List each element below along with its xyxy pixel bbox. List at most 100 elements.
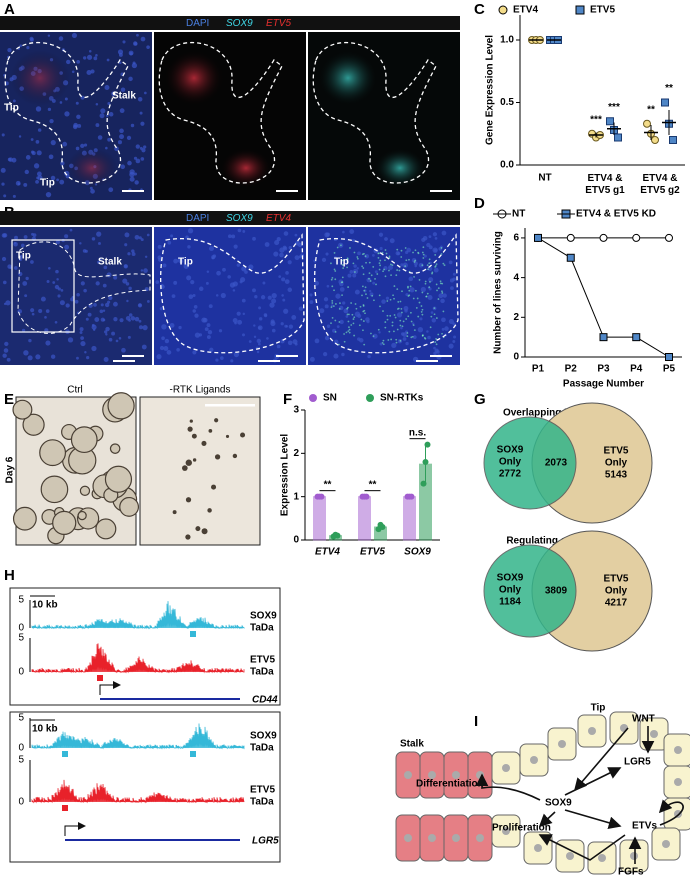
signal — [372, 335, 375, 338]
track-tick: 0 — [18, 623, 24, 634]
nucleus — [271, 328, 276, 333]
nucleus — [130, 316, 136, 321]
gene-name: CD44 — [252, 695, 278, 706]
signal — [368, 261, 371, 264]
signal — [384, 275, 387, 278]
nucleus — [333, 353, 339, 359]
nucleus — [67, 337, 74, 343]
track-box — [9, 587, 281, 706]
nucleus — [292, 339, 298, 345]
node: Tip — [591, 703, 606, 714]
nucleus — [55, 269, 59, 274]
organoid — [201, 528, 208, 535]
signal — [347, 330, 350, 332]
y-tick-label: 0.5 — [500, 97, 514, 108]
signal — [394, 316, 397, 319]
venn-count: 2772 — [499, 469, 522, 480]
scale-bar — [276, 355, 298, 357]
signal — [348, 331, 351, 334]
signal — [435, 283, 438, 286]
nucleus — [83, 288, 87, 293]
nucleus — [433, 267, 439, 273]
organoid — [232, 453, 238, 459]
signal — [330, 262, 332, 265]
nucleus — [129, 169, 135, 175]
nucleus — [236, 263, 241, 267]
organoid — [119, 496, 140, 517]
organoid — [185, 497, 192, 503]
header-text: DAPI — [186, 18, 209, 29]
signal — [336, 246, 339, 249]
nucleus — [431, 318, 437, 323]
nucleus — [31, 312, 35, 316]
nucleus — [356, 267, 359, 270]
data-point — [606, 117, 614, 126]
nucleus — [258, 306, 262, 310]
signal — [331, 299, 334, 302]
nucleus — [206, 270, 210, 273]
nucleus — [3, 302, 7, 306]
nucleus — [157, 244, 162, 249]
signal — [401, 311, 403, 314]
nucleus — [164, 338, 170, 344]
nucleus — [233, 351, 240, 358]
nucleus — [98, 242, 101, 245]
signal — [428, 258, 431, 261]
nucleus — [237, 319, 243, 325]
nucleus — [107, 137, 111, 142]
y-tick-label: 0 — [293, 535, 299, 546]
nucleus — [143, 145, 147, 149]
nucleus — [222, 267, 226, 272]
nucleus — [283, 246, 288, 251]
organoid — [207, 508, 212, 513]
image-label: Tip — [334, 257, 349, 268]
signal — [330, 322, 332, 325]
column-label: -RTK Ligands — [170, 385, 231, 396]
nucleus — [167, 240, 172, 245]
image-label: Tip — [40, 178, 55, 189]
nucleus — [432, 232, 438, 237]
nucleus — [35, 354, 41, 360]
nucleus — [111, 331, 116, 336]
track-name: ETV5 — [250, 655, 275, 666]
signal — [365, 293, 367, 296]
signal — [391, 321, 394, 324]
track-tick: 5 — [18, 713, 24, 724]
signal — [418, 279, 421, 281]
data-point — [614, 133, 622, 142]
signal — [400, 249, 403, 252]
peak-call — [97, 675, 103, 681]
signal — [345, 331, 348, 334]
organoid — [172, 510, 177, 515]
nucleus — [391, 342, 397, 348]
scale-bar — [113, 360, 135, 362]
y-tick-label: 2 — [293, 448, 299, 459]
nucleus — [298, 306, 304, 311]
nucleus — [128, 286, 132, 291]
signal — [346, 260, 349, 262]
signal — [355, 307, 358, 310]
cell-nucleus — [558, 740, 566, 748]
signal — [363, 252, 365, 255]
signal — [382, 339, 385, 342]
signal — [361, 265, 364, 268]
signal — [384, 326, 387, 329]
nucleus — [105, 333, 108, 336]
nucleus — [220, 292, 226, 299]
signal — [371, 294, 374, 297]
signal — [402, 320, 405, 323]
signal — [404, 265, 407, 268]
signal — [391, 324, 394, 327]
nucleus — [50, 140, 56, 146]
x-tick-label: P1 — [532, 364, 545, 375]
nucleus — [106, 272, 112, 278]
nucleus — [450, 286, 454, 291]
track-name: SOX9 — [250, 611, 277, 622]
nucleus — [2, 233, 8, 238]
nucleus — [227, 234, 232, 239]
nucleus — [7, 48, 12, 53]
nucleus — [45, 191, 52, 198]
nucleus — [1, 133, 5, 137]
scale-bar — [205, 404, 255, 407]
nucleus — [248, 264, 254, 270]
